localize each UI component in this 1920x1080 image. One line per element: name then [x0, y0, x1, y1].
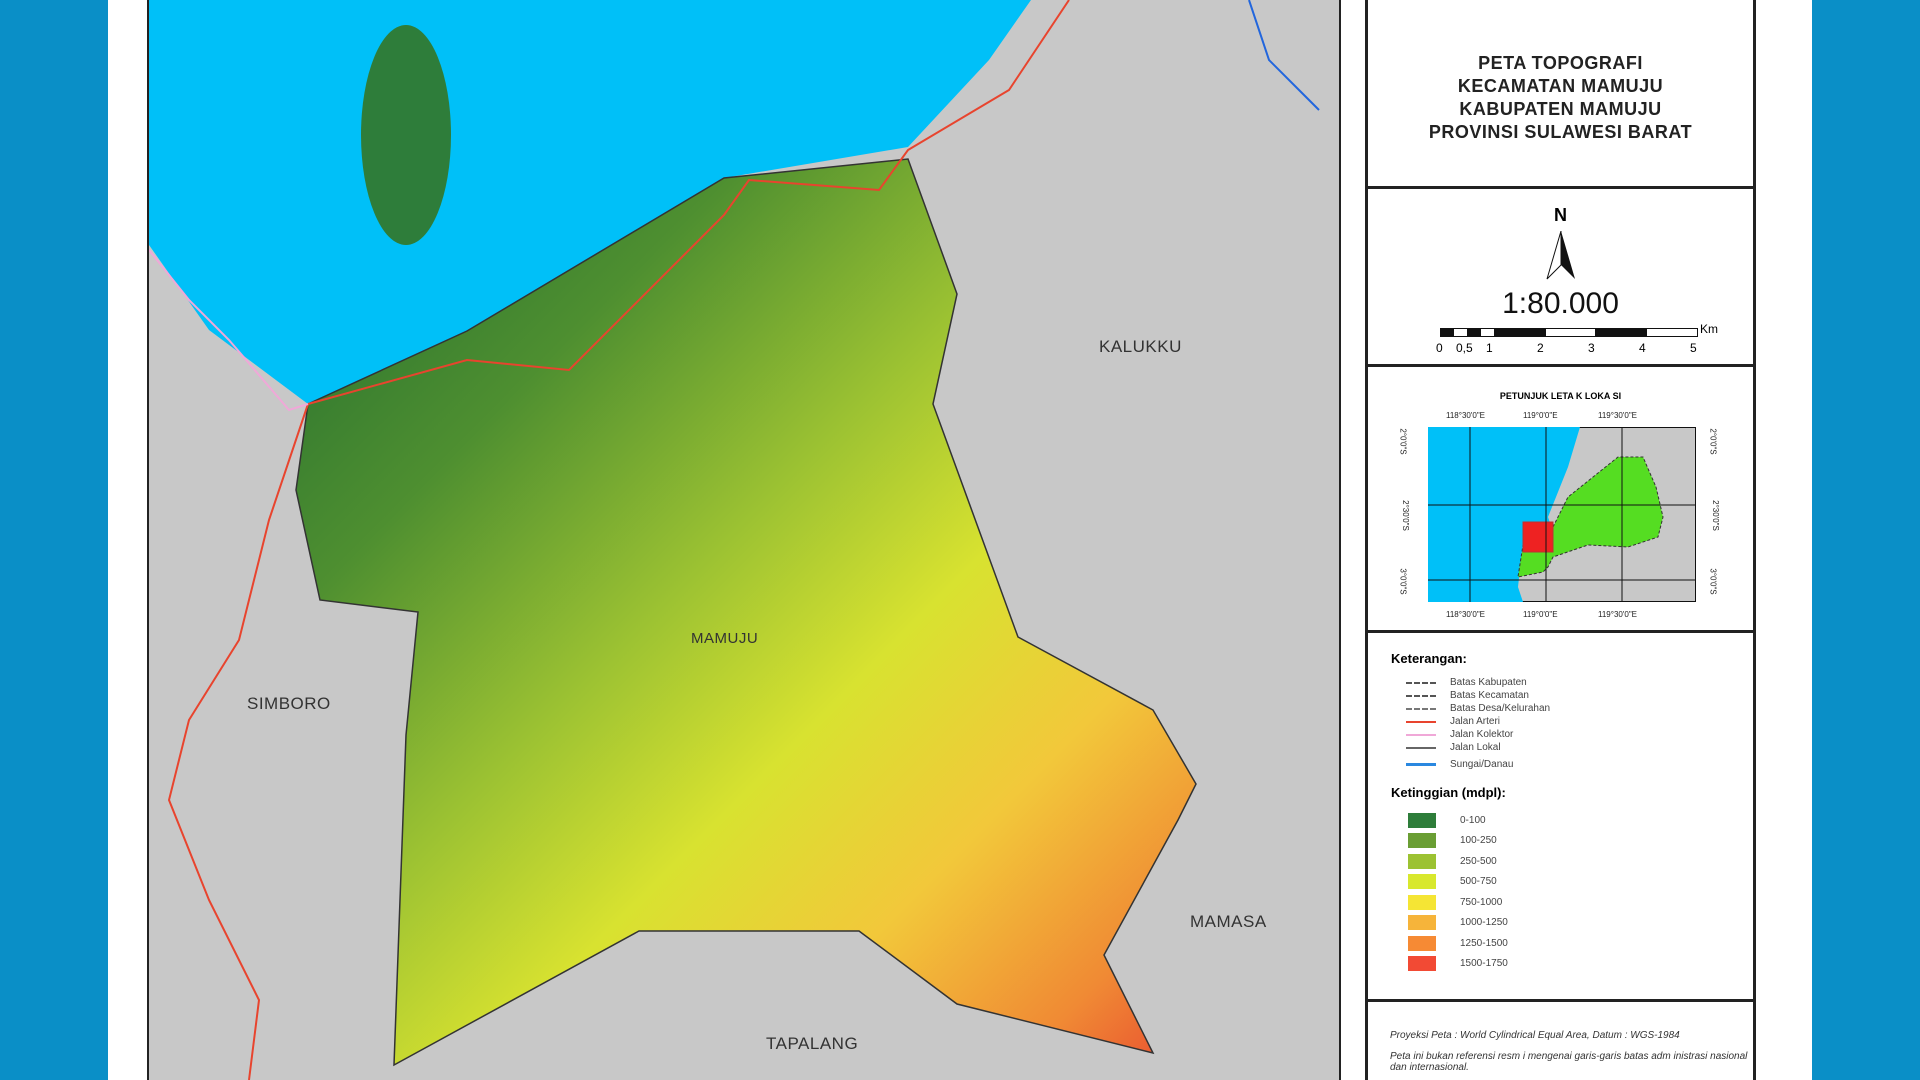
line-symbol-icon — [1406, 746, 1436, 749]
elevation-label: 1500-1750 — [1460, 958, 1508, 970]
line-symbol-icon — [1406, 694, 1436, 697]
line-symbol-icon — [1406, 681, 1436, 684]
inset-lat-label: 2°0'0"S — [1708, 428, 1718, 455]
place-label-mamuju: MAMUJU — [691, 630, 759, 647]
elevation-class: 500-750 — [1391, 872, 1753, 893]
line-symbol-icon — [1406, 763, 1436, 766]
scale-ratio: 1:80.000 — [1502, 287, 1619, 320]
north-arrow-icon — [1546, 231, 1575, 280]
legend-line-item: Batas Kabupaten — [1391, 676, 1753, 689]
scale-tick: 5 — [1690, 341, 1697, 355]
color-swatch — [1408, 935, 1436, 951]
island — [361, 25, 451, 245]
elevation-label: 1000-1250 — [1460, 917, 1508, 929]
north-label: N — [1554, 205, 1567, 225]
topographic-map — [149, 0, 1320, 1080]
legend-line-item: Jalan Lokal — [1391, 741, 1753, 754]
elevation-label: 250-500 — [1460, 855, 1497, 867]
road-kolektor — [149, 249, 309, 412]
line-symbol-icon — [1406, 720, 1436, 723]
road-arteri-south — [167, 403, 309, 1080]
place-label-tapalang: TAPALANG — [766, 1034, 859, 1053]
legend-line-item: Batas Desa/Kelurahan — [1391, 702, 1753, 715]
map-title: PETA TOPOGRAFI KECAMATAN MAMUJU KABUPATE… — [1368, 0, 1753, 189]
legend-line-label: Jalan Lokal — [1450, 742, 1501, 753]
legend-line-label: Batas Desa/Kelurahan — [1450, 703, 1551, 714]
color-swatch — [1408, 956, 1436, 972]
scale-tick: 0 — [1436, 341, 1443, 355]
elevation-class: 1250-1500 — [1391, 933, 1753, 954]
river — [1248, 0, 1320, 111]
scale-tick: 3 — [1588, 341, 1595, 355]
title-line: PETA TOPOGRAFI — [1478, 53, 1643, 73]
projection-note: Proyeksi Peta : World Cylindrical Equal … — [1390, 1030, 1680, 1041]
inset-title: PETUNJUK LETA K LOKA SI — [1499, 391, 1622, 401]
legend-line-item: Jalan Arteri — [1391, 715, 1753, 728]
legend-line-label: Batas Kabupaten — [1450, 677, 1527, 688]
inset-lon-label: 119°0'0"E — [1523, 411, 1558, 420]
color-swatch — [1408, 894, 1436, 910]
color-swatch — [1408, 915, 1436, 931]
inset-lat-label: 2°30'0"S — [1400, 500, 1410, 531]
location-inset: PETUNJUK LETA K LOKA SI 118°30'0"E 119°0… — [1368, 367, 1753, 633]
inset-lat-label: 3°0'0"S — [1708, 568, 1718, 595]
place-label-simboro: SIMBORO — [247, 694, 331, 713]
elevation-label: 100-250 — [1460, 835, 1497, 847]
inset-lat-label: 3°0'0"S — [1398, 568, 1408, 595]
elevation-class: 750-1000 — [1391, 892, 1753, 913]
elevation-class: 250-500 — [1391, 851, 1753, 872]
color-swatch — [1408, 853, 1436, 869]
color-swatch — [1408, 812, 1436, 828]
inset-lon-label: 118°30'0"E — [1446, 411, 1486, 420]
inset-lat-label: 2°30'0"S — [1710, 500, 1720, 531]
legend-line-item: Batas Kecamatan — [1391, 689, 1753, 702]
legend-line-label: Jalan Arteri — [1450, 716, 1501, 727]
inset-lat-label: 2°0'0"S — [1398, 428, 1408, 455]
elevation-class: 1000-1250 — [1391, 913, 1753, 934]
legend-line-label: Batas Kecamatan — [1450, 690, 1529, 701]
legend-line-item: Jalan Kolektor — [1391, 728, 1753, 741]
legend-line-label: Jalan Kolektor — [1450, 729, 1514, 740]
scale-tick: 0,5 — [1456, 341, 1473, 355]
scale-tick: 1 — [1486, 341, 1493, 355]
title-line: KABUPATEN MAMUJU — [1459, 99, 1662, 119]
place-label-kalukku: KALUKKU — [1099, 337, 1182, 356]
legend-line-label: Sungai/Danau — [1450, 759, 1514, 770]
elevation-class: 100-250 — [1391, 831, 1753, 852]
scale-box: N 1:80.000 Km 0 0,5 1 2 3 4 5 — [1368, 189, 1753, 367]
elevation-label: 0-100 — [1460, 814, 1486, 826]
place-label-mamasa: MAMASA — [1190, 912, 1267, 931]
scale-tick: 4 — [1639, 341, 1646, 355]
elevation-class: 1500-1750 — [1391, 954, 1753, 975]
road-arteri — [307, 0, 1070, 405]
line-symbol-icon — [1406, 733, 1436, 736]
elevation-label: 1250-1500 — [1460, 937, 1508, 949]
elevation-heading: Ketinggian (mdpl): — [1391, 785, 1506, 800]
kecamatan-mamuju-area — [295, 158, 1197, 1067]
legend: Keterangan: Batas Kabupaten Batas Kecamat… — [1368, 633, 1753, 1002]
title-line: PROVINSI SULAWESI BARAT — [1428, 122, 1693, 142]
inset-lon-label: 119°0'0"E — [1523, 610, 1558, 619]
scale-bar — [1440, 328, 1698, 337]
map-notes: Proyeksi Peta : World Cylindrical Equal … — [1368, 1002, 1753, 1080]
disclaimer-note: Peta ini bukan referensi resm i mengenai… — [1390, 1051, 1748, 1073]
color-swatch — [1408, 874, 1436, 890]
map-side-panel: PETA TOPOGRAFI KECAMATAN MAMUJU KABUPATE… — [1365, 0, 1756, 1080]
line-symbol-icon — [1406, 707, 1436, 710]
inset-map — [1428, 427, 1696, 602]
color-swatch — [1408, 833, 1436, 849]
inset-lon-label: 119°30'0"E — [1598, 411, 1638, 420]
inset-lon-label: 119°30'0"E — [1598, 610, 1638, 619]
main-map: KALUKKU SIMBORO MAMUJU TAPALANG MAMASA — [147, 0, 1341, 1080]
elevation-class: 0-100 — [1391, 810, 1753, 831]
title-line: KECAMATAN MAMUJU — [1457, 76, 1664, 96]
legend-line-item: Sungai/Danau — [1391, 758, 1753, 771]
inset-lon-label: 118°30'0"E — [1446, 610, 1486, 619]
elevation-label: 750-1000 — [1460, 896, 1503, 908]
scale-tick: 2 — [1537, 341, 1544, 355]
scale-unit: Km — [1700, 322, 1718, 336]
elevation-label: 500-750 — [1460, 876, 1497, 888]
legend-heading: Keterangan: — [1391, 651, 1467, 666]
